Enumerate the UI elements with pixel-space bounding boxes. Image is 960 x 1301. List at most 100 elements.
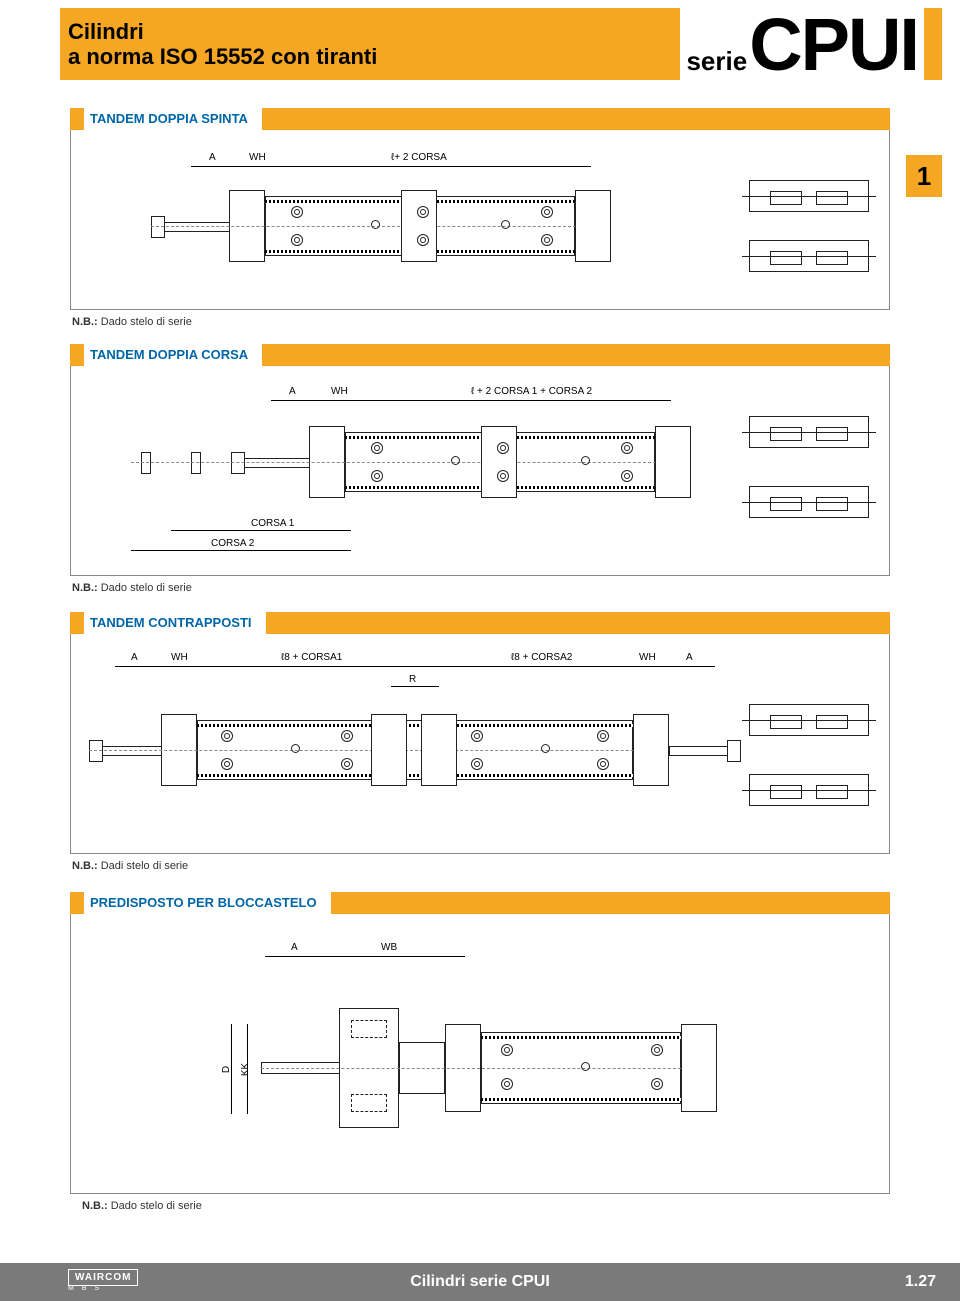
- dim-WH2: WH: [639, 652, 656, 663]
- tierod-bot: [197, 774, 633, 777]
- port: [471, 758, 483, 770]
- port: [497, 470, 509, 482]
- note: N.B.: Dadi stelo di serie: [70, 860, 890, 872]
- page-number-tab: 1: [906, 155, 942, 197]
- dim-L: ℓ + 2 CORSA 1 + CORSA 2: [471, 386, 592, 397]
- section-bar: TANDEM DOPPIA CORSA: [70, 344, 890, 366]
- note-text: Dado stelo di serie: [108, 1200, 202, 1212]
- loose-nut: [141, 452, 151, 474]
- iso-symbol-2: [749, 774, 869, 806]
- cap-m2: [421, 714, 457, 786]
- dim-L: ℓ+ 2 CORSA: [391, 152, 447, 163]
- section-title: PREDISPOSTO PER BLOCCASTELO: [84, 891, 331, 914]
- rod-nut: [231, 452, 245, 474]
- dim-C1: CORSA 1: [251, 518, 294, 529]
- tierod-top: [197, 724, 633, 727]
- rod: [241, 458, 311, 468]
- rear-cap: [575, 190, 611, 262]
- section-title: TANDEM DOPPIA CORSA: [84, 343, 262, 366]
- note: N.B.: Dado stelo di serie: [70, 582, 890, 594]
- dim-R: R: [409, 674, 416, 685]
- rod-right: [669, 746, 729, 756]
- dimlinev: [247, 1024, 248, 1114]
- port: [541, 206, 553, 218]
- section-tandem-contrapposti: TANDEM CONTRAPPOSTI A WH ℓ8 + CORSA1 ℓ8 …: [70, 612, 890, 872]
- dimline: [191, 166, 591, 167]
- dimline: [171, 530, 351, 531]
- screw: [291, 744, 300, 753]
- loose-nut: [191, 452, 201, 474]
- dimline: [265, 956, 465, 957]
- screw: [541, 744, 550, 753]
- section-bar: PREDISPOSTO PER BLOCCASTELO: [70, 892, 890, 914]
- port: [541, 234, 553, 246]
- iso-symbol-1: [749, 416, 869, 448]
- footer-logo-sub: M B S: [68, 1285, 102, 1292]
- dim-C2: CORSA 2: [211, 538, 254, 549]
- rod-nut-right: [727, 740, 741, 762]
- dim-WH: WH: [331, 386, 348, 397]
- centerline: [131, 462, 671, 463]
- screw: [581, 1062, 590, 1071]
- title-line2: a norma ISO 15552 con tiranti: [68, 44, 377, 69]
- cap-m1: [371, 714, 407, 786]
- port: [291, 206, 303, 218]
- port: [651, 1044, 663, 1056]
- port: [497, 442, 509, 454]
- serie-label: serie CPUI: [680, 2, 924, 87]
- diagram-box-4: A WB D KK: [70, 914, 890, 1194]
- diagram-box-1: A WH ℓ+ 2 CORSA: [70, 130, 890, 310]
- rod-nut-left: [89, 740, 103, 762]
- section-tandem-doppia-spinta: TANDEM DOPPIA SPINTA A WH ℓ+ 2 CORSA: [70, 108, 890, 328]
- rear-cap: [655, 426, 691, 498]
- rod: [161, 222, 231, 232]
- port: [341, 730, 353, 742]
- note-bold: N.B.:: [72, 860, 98, 872]
- title-line1: Cilindri: [68, 19, 144, 44]
- tierod-top: [481, 1036, 681, 1039]
- brake-detail: [351, 1020, 387, 1038]
- section-bloccastelo: PREDISPOSTO PER BLOCCASTELO A WB D KK: [70, 892, 890, 1212]
- mid-cap: [481, 426, 517, 498]
- diagram-box-2: A WH ℓ + 2 CORSA 1 + CORSA 2 CORSA 1 COR…: [70, 366, 890, 576]
- port: [621, 442, 633, 454]
- iso-symbol-2: [749, 486, 869, 518]
- dimline: [131, 550, 351, 551]
- screw: [501, 220, 510, 229]
- rear-cap: [681, 1024, 717, 1112]
- cap-r: [633, 714, 669, 786]
- port: [341, 758, 353, 770]
- port: [417, 206, 429, 218]
- footer-page: 1.27: [905, 1273, 936, 1291]
- dimlinev: [231, 1024, 232, 1114]
- screw: [451, 456, 460, 465]
- section-bar: TANDEM CONTRAPPOSTI: [70, 612, 890, 634]
- dimline: [115, 666, 715, 667]
- port: [371, 470, 383, 482]
- dim-A: A: [289, 386, 296, 397]
- rod-left: [99, 746, 163, 756]
- iso-symbol-1: [749, 704, 869, 736]
- section-bar: TANDEM DOPPIA SPINTA: [70, 108, 890, 130]
- screw: [581, 456, 590, 465]
- dim-WH: WH: [171, 652, 188, 663]
- dimline-r: [391, 686, 439, 687]
- port: [597, 730, 609, 742]
- serie-code: CPUI: [749, 2, 918, 87]
- rod-nut: [151, 216, 165, 238]
- note: N.B.: Dado stelo di serie: [70, 316, 890, 328]
- note-text: Dado stelo di serie: [98, 582, 192, 594]
- port: [651, 1078, 663, 1090]
- dim-A: A: [209, 152, 216, 163]
- port: [597, 758, 609, 770]
- port: [501, 1078, 513, 1090]
- note: N.B.: Dado stelo di serie: [70, 1200, 890, 1212]
- page-title: Cilindri a norma ISO 15552 con tiranti: [60, 19, 377, 70]
- dim-KK: KK: [240, 1063, 251, 1076]
- dim-L2: ℓ8 + CORSA2: [511, 652, 572, 663]
- section-title: TANDEM DOPPIA SPINTA: [84, 107, 262, 130]
- dim-WB: WB: [381, 942, 397, 953]
- footer: WAIRCOM M B S Cilindri serie CPUI 1.27: [0, 1263, 960, 1301]
- screw: [371, 220, 380, 229]
- port: [621, 470, 633, 482]
